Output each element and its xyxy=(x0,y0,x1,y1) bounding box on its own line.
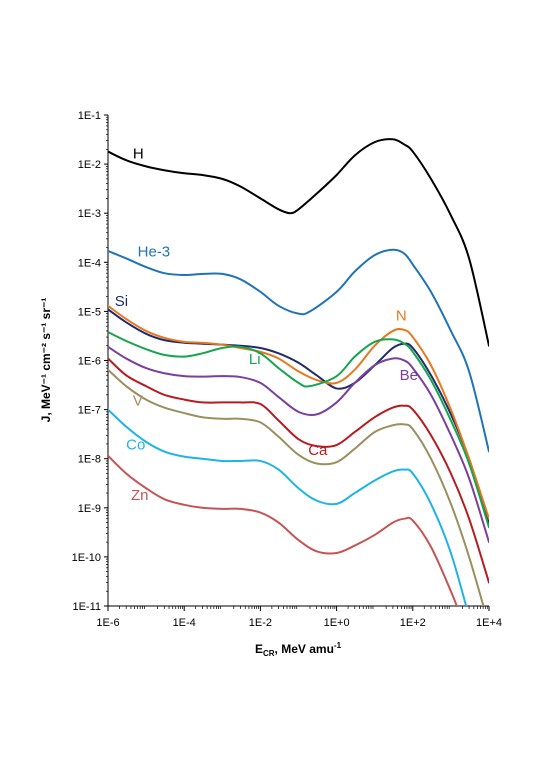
y-tick-label: 1E-6 xyxy=(78,356,101,368)
series-layer xyxy=(108,138,489,606)
y-tick-label: 1E-9 xyxy=(78,503,101,515)
series-label-he-3: He-3 xyxy=(138,244,171,261)
series-line-zn xyxy=(108,454,458,606)
series-label-li: Li xyxy=(249,351,261,368)
axes: 1E-1 1E-2 1E-3 1E-4 1E-5 1E-6 1E-7 1E-8 1E-9 1E-1… xyxy=(72,110,502,629)
x-tick-label: 1E-2 xyxy=(249,617,272,629)
x-tick-label: 1E+2 xyxy=(400,617,426,629)
y-axis-title: J, MeV⁻¹ cm⁻² s⁻¹ sr⁻¹ xyxy=(39,298,53,423)
series-line-v xyxy=(108,368,485,606)
series-label-zn: Zn xyxy=(131,487,149,504)
y-tick-label: 1E-11 xyxy=(72,601,101,613)
y-tick-label: 1E-4 xyxy=(78,257,101,269)
series-line-co xyxy=(108,408,468,606)
x-tick-label: 1E-4 xyxy=(173,617,196,629)
x-tick-label: 1E-6 xyxy=(96,617,119,629)
series-line-h xyxy=(108,138,489,347)
series-label-n: N xyxy=(396,308,407,325)
series-line-he-3 xyxy=(108,248,489,453)
y-tick-label: 1E-2 xyxy=(78,159,101,171)
x-tick-label: 1E+4 xyxy=(476,617,502,629)
series-labels: H He-3 Si N Li Be Ca V Co Zn xyxy=(115,146,418,504)
series-label-ca: Ca xyxy=(308,442,328,459)
series-line-li xyxy=(108,331,489,529)
series-label-h: H xyxy=(133,146,144,163)
y-tick-label: 1E-5 xyxy=(78,306,101,318)
x-tick-label: 1E+0 xyxy=(324,617,350,629)
series-label-be: Be xyxy=(400,367,418,384)
y-tick-label: 1E-3 xyxy=(78,208,101,220)
series-line-be xyxy=(108,345,489,544)
y-tick-label: 1E-8 xyxy=(78,454,101,466)
series-label-co: Co xyxy=(126,436,145,453)
series-label-v: V xyxy=(133,393,143,410)
series-line-si xyxy=(108,308,489,524)
series-line-n xyxy=(108,304,489,520)
y-tick-label: 1E-1 xyxy=(78,110,101,122)
y-tick-label: 1E-10 xyxy=(72,552,101,564)
x-axis-title: ECR, MeV amu-1 xyxy=(255,641,342,658)
y-tick-label: 1E-7 xyxy=(78,405,101,417)
series-line-ca xyxy=(108,357,489,584)
series-label-si: Si xyxy=(115,293,128,310)
